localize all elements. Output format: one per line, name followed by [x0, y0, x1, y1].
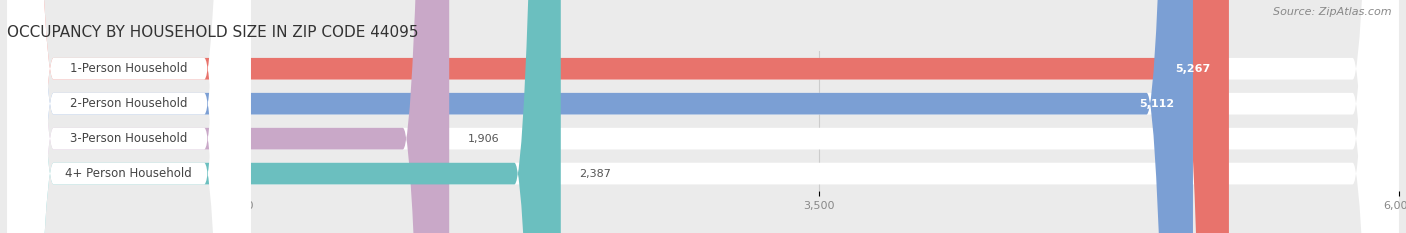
FancyBboxPatch shape: [7, 0, 1399, 233]
FancyBboxPatch shape: [7, 0, 1399, 233]
FancyBboxPatch shape: [7, 0, 561, 233]
FancyBboxPatch shape: [7, 0, 1399, 233]
FancyBboxPatch shape: [7, 0, 250, 233]
Text: OCCUPANCY BY HOUSEHOLD SIZE IN ZIP CODE 44095: OCCUPANCY BY HOUSEHOLD SIZE IN ZIP CODE …: [7, 25, 419, 40]
FancyBboxPatch shape: [7, 0, 1229, 233]
Text: 5,267: 5,267: [1175, 64, 1211, 74]
FancyBboxPatch shape: [7, 0, 250, 233]
Text: 1-Person Household: 1-Person Household: [70, 62, 187, 75]
Text: 1,906: 1,906: [468, 134, 499, 144]
Text: 3-Person Household: 3-Person Household: [70, 132, 187, 145]
Text: 2-Person Household: 2-Person Household: [70, 97, 187, 110]
FancyBboxPatch shape: [7, 0, 250, 233]
FancyBboxPatch shape: [7, 0, 1399, 233]
Text: 4+ Person Household: 4+ Person Household: [66, 167, 193, 180]
FancyBboxPatch shape: [7, 0, 1192, 233]
Text: Source: ZipAtlas.com: Source: ZipAtlas.com: [1274, 7, 1392, 17]
FancyBboxPatch shape: [7, 0, 250, 233]
Text: 2,387: 2,387: [579, 169, 612, 178]
FancyBboxPatch shape: [7, 0, 449, 233]
Text: 5,112: 5,112: [1139, 99, 1174, 109]
